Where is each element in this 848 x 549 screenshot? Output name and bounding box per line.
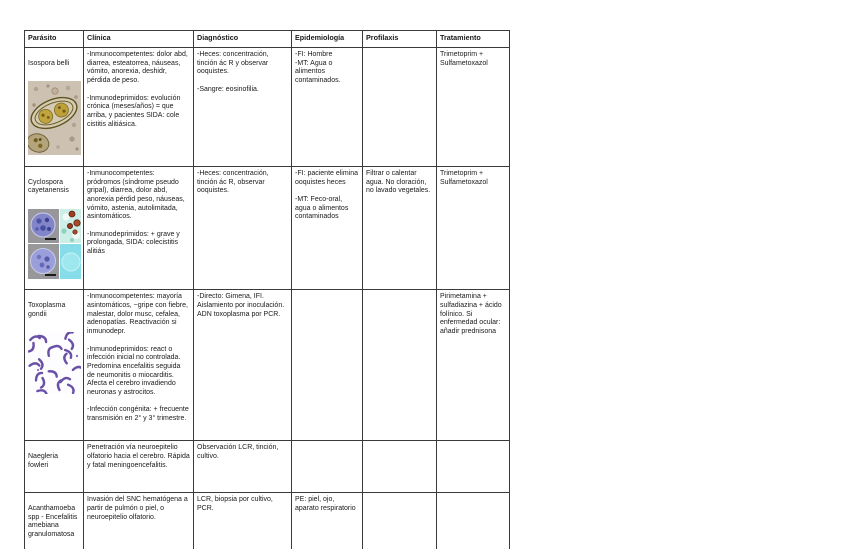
column-header-parasito: Parásito	[24, 30, 84, 48]
table-row: Acanthamoeba spp - Encefalitis amebiana …	[24, 492, 510, 549]
parasite-comparison-table: Parásito Clínica Diagnóstico Epidemiolog…	[24, 30, 510, 549]
cell-tratamiento	[436, 492, 510, 549]
cell-clinica: -Inmunocompetentes: dolor abd, diarrea, …	[83, 47, 194, 167]
cell-profilaxis: Filtrar o calentar agua. No cloración, n…	[362, 165, 437, 291]
cell-clinica: Penetración vía neuroepitelio olfatorio …	[83, 440, 194, 494]
cell-parasito: Acanthamoeba spp - Encefalitis amebiana …	[24, 492, 84, 549]
cell-epidemiologia	[291, 440, 363, 494]
cell-parasito: Toxoplasma gondii	[24, 289, 84, 442]
cell-diagnostico: -Heces: concentración, tinción ác R, obs…	[193, 165, 292, 291]
cell-profilaxis	[362, 492, 437, 549]
cell-diagnostico: -Directo: Gimena, IFI. Aislamiento por i…	[193, 289, 292, 442]
cell-parasito: Cyclospora cayetanensis	[24, 165, 84, 291]
cell-diagnostico: Observación LCR, tinción, cultivo.	[193, 440, 292, 494]
column-header-profilaxis: Profilaxis	[362, 30, 437, 48]
parasite-name: Isospora belli	[28, 59, 70, 67]
column-header-epidemiologia: Epidemiología	[291, 30, 363, 48]
parasite-name: Naegleria fowleri	[28, 453, 58, 469]
cell-epidemiologia	[291, 289, 363, 442]
isospora-belli-oocyst-micrograph	[28, 81, 81, 156]
cyclospora-oocysts-micrograph-grid	[28, 208, 81, 279]
cell-parasito: Isospora belli	[24, 47, 84, 167]
cell-diagnostico: -Heces: concentración, tinción ác R y ob…	[193, 47, 292, 167]
header-row: Parásito Clínica Diagnóstico Epidemiolog…	[24, 30, 510, 48]
cell-clinica: -Inmunocompetentes: mayoría asintomático…	[83, 289, 194, 442]
cell-epidemiologia: PE: piel, ojo, aparato respiratorio	[291, 492, 363, 549]
table-row: Cyclospora cayetanensis	[24, 165, 510, 291]
table-row: Naegleria fowleri Penetración vía neuroe…	[24, 440, 510, 494]
cell-clinica: Invasión del SNC hematógena a partir de …	[83, 492, 194, 549]
cell-epidemiologia: -FI: Hombre -MT: Agua o alimentos contam…	[291, 47, 363, 167]
table-row: Isospora belli	[24, 47, 510, 167]
cell-profilaxis	[362, 47, 437, 167]
cell-tratamiento: Trimetoprim + Sulfametoxazol	[436, 165, 510, 291]
cell-tratamiento: Trimetoprim + Sulfametoxazol	[436, 47, 510, 167]
parasite-name: Acanthamoeba spp - Encefalitis amebiana …	[28, 505, 78, 539]
column-header-clinica: Clínica	[83, 30, 194, 48]
parasite-name: Toxoplasma gondii	[28, 302, 66, 318]
cell-tratamiento: Pirimetamina + sulfadiazina + ácido folí…	[436, 289, 510, 442]
column-header-diagnostico: Diagnóstico	[193, 30, 292, 48]
cell-diagnostico: LCR, biopsia por cultivo, PCR.	[193, 492, 292, 549]
parasite-name: Cyclospora cayetanensis	[28, 178, 69, 195]
toxoplasma-tachyzoites-micrograph	[28, 332, 81, 395]
column-header-tratamiento: Tratamiento	[436, 30, 510, 48]
cell-tratamiento	[436, 440, 510, 494]
cell-clinica: -Inmunocompetentes: pródromos (síndrome …	[83, 165, 194, 291]
table-row: Toxoplasma gondii	[24, 289, 510, 442]
cell-profilaxis	[362, 289, 437, 442]
cell-parasito: Naegleria fowleri	[24, 440, 84, 494]
cell-profilaxis	[362, 440, 437, 494]
cell-epidemiologia: -FI: paciente elimina ooquistes heces -M…	[291, 165, 363, 291]
